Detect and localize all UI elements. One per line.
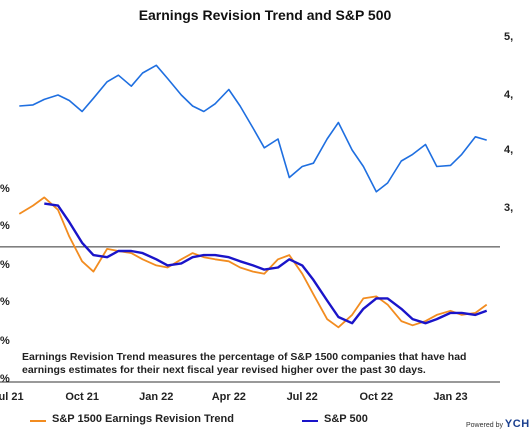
x-tick-label: Oct 21	[65, 391, 99, 403]
x-tick-label: Oct 22	[359, 391, 393, 403]
series-layer	[18, 64, 488, 329]
x-tick-label: Jul 22	[287, 391, 318, 403]
legend-label-revision-trend: S&P 1500 Earnings Revision Trend	[52, 413, 234, 425]
right-tick-label: 4,	[504, 89, 513, 101]
axis-layer: Jul 21 Oct 21 Jan 22 Apr 22 Jul 22 Oct 22 Jan …	[0, 31, 513, 403]
left-tick-label: %	[0, 335, 10, 347]
left-tick-label: %	[0, 296, 10, 308]
chart-footnote: Earnings Revision Trend measures the per…	[22, 351, 467, 376]
brand-mark: YCHA	[504, 418, 530, 430]
x-tick-label: Apr 22	[212, 391, 246, 403]
right-tick-label: 4,	[504, 144, 513, 156]
legend-swatch-sp500	[302, 420, 318, 422]
chart-title: Earnings Revision Trend and S&P 500	[138, 7, 392, 23]
x-tick-label: Jan 23	[433, 391, 467, 403]
brand-prefix: Powered by	[466, 422, 503, 429]
brand-logo[interactable]: Powered by YCHA	[466, 418, 530, 430]
legend-swatch-revision-trend	[30, 420, 46, 422]
x-tick-label: Jan 22	[139, 391, 173, 403]
grid-layer	[0, 246, 500, 383]
series-line-1	[44, 202, 488, 325]
right-tick-label: 5,	[504, 31, 513, 43]
left-tick-label: %	[0, 183, 10, 195]
left-tick-label: %	[0, 220, 10, 232]
series-line-0	[18, 196, 488, 329]
legend-label-sp500: S&P 500	[324, 413, 368, 425]
x-tick-label: Jul 21	[0, 391, 24, 403]
right-tick-label: 3,	[504, 202, 513, 214]
left-tick-label: %	[0, 373, 10, 385]
series-line-2	[19, 64, 487, 193]
left-tick-label: %	[0, 259, 10, 271]
